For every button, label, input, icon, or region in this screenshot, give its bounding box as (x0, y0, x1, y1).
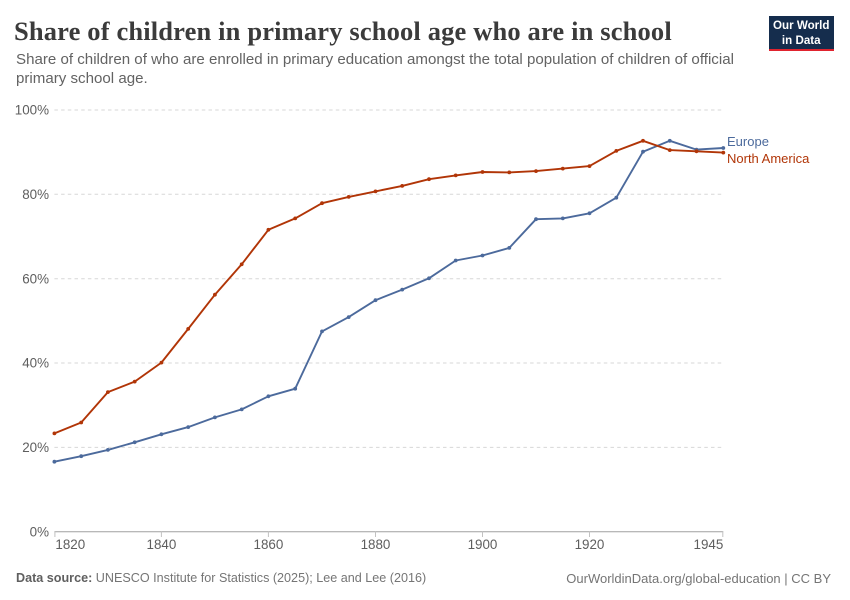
svg-text:1880: 1880 (361, 537, 391, 552)
svg-text:100%: 100% (15, 103, 49, 118)
svg-text:0%: 0% (30, 524, 49, 539)
svg-text:1920: 1920 (575, 537, 605, 552)
svg-text:1820: 1820 (55, 537, 85, 552)
svg-text:1945: 1945 (694, 537, 724, 552)
svg-text:80%: 80% (22, 187, 49, 202)
svg-text:1860: 1860 (254, 537, 284, 552)
svg-text:20%: 20% (22, 440, 49, 455)
svg-text:1900: 1900 (468, 537, 498, 552)
svg-text:40%: 40% (22, 356, 49, 371)
svg-text:1840: 1840 (147, 537, 177, 552)
svg-text:60%: 60% (22, 271, 49, 286)
svg-text:North America: North America (727, 151, 810, 166)
svg-text:Europe: Europe (727, 134, 769, 149)
